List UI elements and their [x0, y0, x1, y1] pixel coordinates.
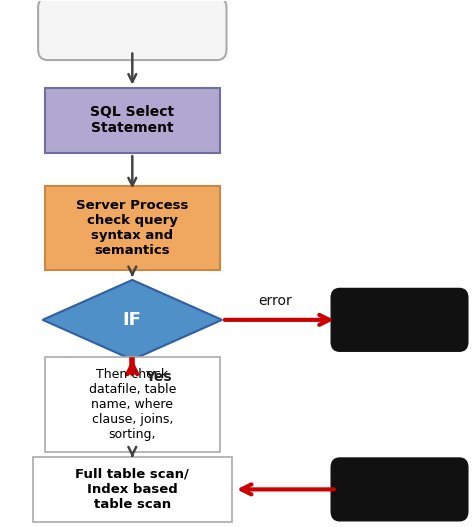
- Text: Then check
datafile, table
name, where
clause, joins,
sorting,: Then check datafile, table name, where c…: [89, 368, 176, 441]
- FancyBboxPatch shape: [45, 357, 219, 452]
- Text: Server Process
check query
syntax and
semantics: Server Process check query syntax and se…: [76, 199, 189, 257]
- Text: Yes: Yes: [145, 370, 172, 384]
- Text: SQL Select
Statement: SQL Select Statement: [90, 105, 174, 135]
- Polygon shape: [43, 280, 222, 360]
- FancyBboxPatch shape: [45, 186, 219, 270]
- Text: error: error: [258, 294, 292, 308]
- FancyBboxPatch shape: [331, 288, 468, 352]
- FancyBboxPatch shape: [38, 0, 227, 60]
- Text: Full table scan/
Index based
table scan: Full table scan/ Index based table scan: [75, 468, 189, 511]
- FancyBboxPatch shape: [33, 457, 232, 522]
- Text: IF: IF: [123, 311, 142, 329]
- FancyBboxPatch shape: [45, 88, 219, 153]
- FancyBboxPatch shape: [331, 458, 468, 521]
